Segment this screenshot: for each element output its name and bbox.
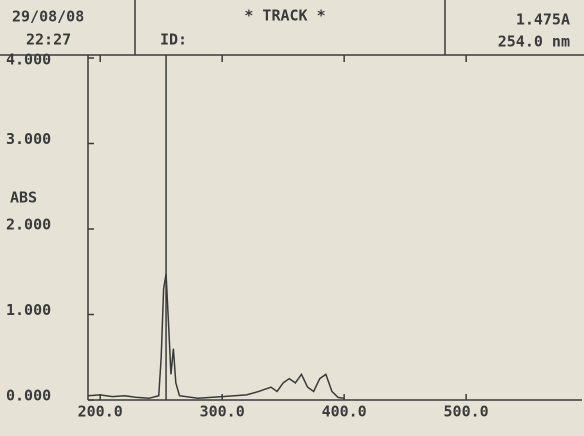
date: 29/08/08 (12, 8, 84, 26)
screen: 29/08/08 22:27 * TRACK * ID: 1.475A 254.… (0, 0, 584, 436)
mode-title: * TRACK * (244, 7, 325, 25)
absorbance-readout: 1.475A (516, 11, 570, 29)
y-tick-label: 0.000 (6, 387, 51, 405)
y-tick-label: 2.000 (6, 216, 51, 234)
wavelength-readout: 254.0 nm (498, 33, 570, 51)
y-tick-label: 4.000 (6, 51, 51, 69)
y-tick-label: 3.000 (6, 130, 51, 148)
x-tick-label: 300.0 (200, 403, 245, 421)
x-tick-label: 400.0 (322, 403, 367, 421)
time: 22:27 (26, 31, 71, 49)
x-tick-label: 500.0 (444, 403, 489, 421)
x-tick-label: 200.0 (78, 403, 123, 421)
y-axis-label: ABS (10, 189, 37, 207)
id-label: ID: (160, 31, 187, 49)
y-tick-label: 1.000 (6, 301, 51, 319)
